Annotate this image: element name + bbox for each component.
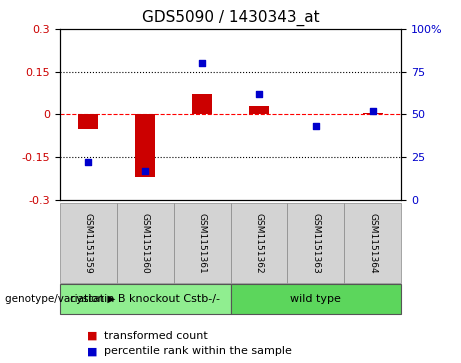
Text: GSM1151364: GSM1151364 [368,213,377,274]
Point [369,108,376,114]
Point [198,60,206,66]
Point [255,91,263,97]
Point [142,168,149,174]
Text: GSM1151363: GSM1151363 [311,213,320,274]
Text: ■: ■ [87,331,97,341]
Bar [192,94,212,114]
Point [312,123,319,129]
Bar [249,106,269,114]
Text: GSM1151361: GSM1151361 [198,213,207,274]
Text: GSM1151360: GSM1151360 [141,213,150,274]
Title: GDS5090 / 1430343_at: GDS5090 / 1430343_at [142,10,319,26]
Text: wild type: wild type [290,294,341,304]
Point [85,159,92,165]
Text: percentile rank within the sample: percentile rank within the sample [104,346,292,356]
Bar [78,114,98,129]
Bar [135,114,155,177]
Text: cystatin B knockout Cstb-/-: cystatin B knockout Cstb-/- [70,294,220,304]
Text: transformed count: transformed count [104,331,207,341]
Text: ■: ■ [87,346,97,356]
Text: genotype/variation ▶: genotype/variation ▶ [5,294,115,304]
Text: GSM1151362: GSM1151362 [254,213,263,274]
Text: GSM1151359: GSM1151359 [84,213,93,274]
Bar [363,113,383,114]
